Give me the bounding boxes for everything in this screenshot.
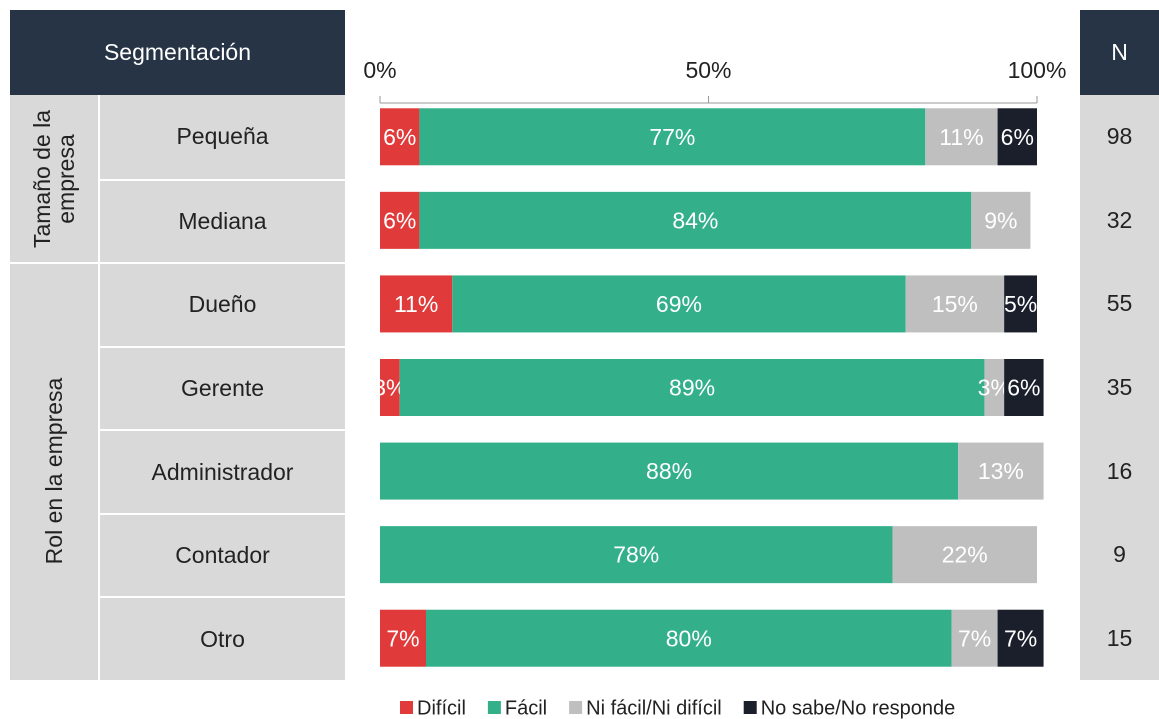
n-cell: 55 (1080, 262, 1159, 346)
value-label: 6% (1001, 124, 1034, 150)
value-label: 5% (1004, 291, 1037, 317)
category-cell: Otro (100, 596, 345, 680)
bar-segment (380, 526, 893, 584)
value-label: 89% (669, 375, 715, 401)
bar-segment (1004, 275, 1037, 333)
bar-segment (984, 359, 1005, 416)
n-cell: 15 (1080, 596, 1159, 680)
category-cell: Mediana (100, 178, 345, 263)
value-label: 11% (939, 124, 983, 150)
value-label: 84% (672, 207, 718, 233)
category-cell: Gerente (100, 345, 345, 430)
legend-swatch (743, 701, 757, 714)
bar-segment (380, 359, 400, 416)
bar-segment (1004, 359, 1044, 416)
value-label: 7% (1004, 625, 1037, 651)
legend-label: No sabe/No responde (761, 697, 956, 719)
bar-segment (419, 191, 972, 249)
value-label: 77% (649, 124, 695, 150)
bar-segment (958, 442, 1044, 500)
bar-segment (419, 108, 926, 166)
value-label: 78% (613, 542, 659, 568)
n-header: N (1080, 10, 1159, 95)
n-cell: 32 (1080, 178, 1159, 263)
n-cell: 16 (1080, 429, 1159, 513)
value-label: 69% (656, 291, 702, 317)
bar-segment (452, 275, 906, 333)
value-label: 9% (984, 207, 1017, 233)
n-cell: 9 (1080, 512, 1159, 597)
segment-header: Segmentación (10, 10, 345, 95)
value-label: 88% (646, 458, 692, 484)
bar-segment (971, 191, 1031, 249)
group-label: Tamaño de la empresa (28, 109, 79, 248)
value-label: 11% (394, 291, 438, 317)
value-label: 80% (666, 625, 712, 651)
n-cell: 35 (1080, 345, 1159, 430)
legend-swatch (400, 701, 413, 714)
value-label: 6% (383, 207, 416, 233)
legend-label: Fácil (505, 697, 547, 719)
x-tick-label: 100% (1008, 57, 1067, 83)
category-cell: Contador (100, 512, 345, 597)
category-cell: Dueño (100, 262, 345, 346)
category-cell: Administrador (100, 429, 345, 513)
bar-segment (380, 191, 420, 249)
value-label: 6% (383, 124, 416, 150)
legend-swatch (487, 701, 501, 714)
bar-segment (892, 526, 1037, 584)
bar-segment (380, 108, 420, 166)
x-tick-label: 0% (363, 57, 396, 83)
legend-label: Ni fácil/Ni difícil (586, 697, 722, 719)
x-tick-label: 50% (685, 57, 731, 83)
bar-segment (425, 609, 952, 667)
group-label: Rol en la empresa (40, 377, 67, 565)
bar-segment (380, 442, 959, 500)
value-label: 7% (386, 625, 419, 651)
bar-segment (951, 609, 998, 667)
group-cell (10, 262, 98, 680)
legend-label: Difícil (417, 697, 466, 719)
group-cell (10, 95, 98, 263)
bar-segment (997, 609, 1044, 667)
bar-segment (380, 275, 453, 333)
bar-segment (399, 359, 985, 416)
n-cell: 98 (1080, 95, 1159, 179)
value-label: 7% (958, 625, 991, 651)
bar-segment (380, 609, 426, 667)
category-cell: Pequeña (100, 95, 345, 179)
bar-segment (997, 108, 1037, 166)
legend-swatch (569, 701, 583, 714)
bar-segment (905, 275, 1005, 333)
value-label: 22% (942, 542, 988, 568)
value-label: 15% (932, 291, 978, 317)
bar-segment (925, 108, 998, 166)
value-label: 6% (1007, 375, 1040, 401)
value-label: 13% (978, 458, 1024, 484)
